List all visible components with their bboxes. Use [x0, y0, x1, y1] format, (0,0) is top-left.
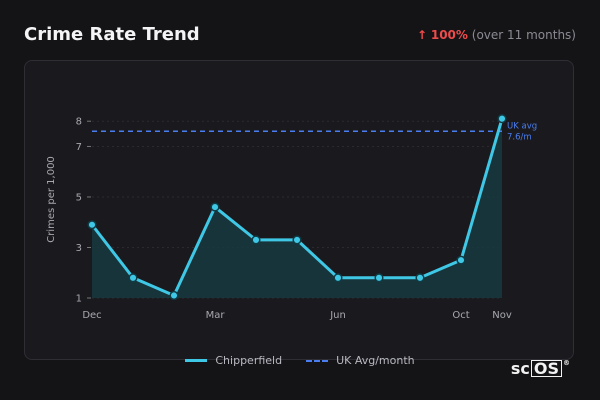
data-point: [292, 235, 302, 245]
trend-up-icon: ↑: [416, 28, 428, 42]
chart-legend: Chipperfield UK Avg/month: [0, 354, 600, 367]
data-point: [456, 255, 466, 265]
reference-label-value: 7.6/m: [507, 132, 532, 142]
data-point: [497, 114, 507, 124]
data-point: [87, 220, 97, 230]
legend-item-series[interactable]: Chipperfield: [185, 354, 282, 367]
chart-card: 1 3 5 7 8 Crimes per 1,000 Dec Mar Jun Oct Nov UK a…: [24, 60, 574, 360]
data-point: [128, 273, 138, 283]
data-point: [210, 202, 220, 212]
x-tick-label: Oct: [452, 310, 469, 321]
legend-swatch-reference: [306, 359, 329, 362]
logo-prefix: sc: [510, 359, 530, 378]
y-tick-label: 8: [76, 117, 82, 128]
legend-item-reference[interactable]: UK Avg/month: [306, 354, 415, 367]
y-tick-label: 5: [76, 192, 82, 203]
series-area: [92, 118, 502, 298]
logo-mark: ®: [563, 359, 570, 367]
legend-label-series: Chipperfield: [215, 354, 283, 367]
y-tick-label: 7: [76, 142, 82, 153]
data-point: [374, 273, 384, 283]
y-axis-label: Crimes per 1,000: [46, 156, 57, 243]
brand-logo: sc OS ®: [511, 359, 570, 378]
x-tick-label: Nov: [492, 310, 512, 321]
legend-swatch-series: [185, 359, 208, 362]
chart-title: Crime Rate Trend: [24, 24, 200, 45]
logo-boxed: OS: [530, 360, 562, 377]
reference-label-name: UK avg: [507, 121, 537, 131]
y-tick-label: 3: [76, 243, 82, 254]
data-point: [251, 235, 261, 245]
y-tick-label: 1: [76, 294, 82, 305]
x-tick-label: Dec: [82, 310, 101, 321]
change-indicator: ↑ 100% (over 11 months): [417, 28, 576, 42]
change-percent: 100%: [430, 28, 468, 42]
legend-label-reference: UK Avg/month: [336, 354, 415, 367]
x-tick-label: Jun: [329, 310, 346, 321]
x-tick-label: Mar: [206, 310, 226, 321]
change-period: (over 11 months): [471, 28, 576, 42]
data-point: [169, 290, 179, 301]
data-point: [415, 273, 425, 283]
data-point: [333, 273, 343, 283]
line-chart: 1 3 5 7 8 Crimes per 1,000 Dec Mar Jun Oct Nov UK a…: [46, 114, 537, 321]
